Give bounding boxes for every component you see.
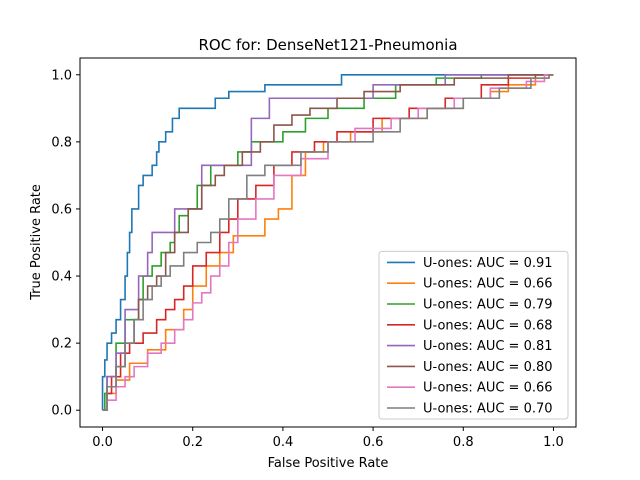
roc-curve-series-8 bbox=[102, 73, 554, 412]
x-tick-label: 0.2 bbox=[182, 435, 203, 450]
y-axis-title: True Positive Rate bbox=[29, 184, 44, 301]
legend-entry-label: U-ones: AUC = 0.79 bbox=[423, 298, 553, 313]
x-axis: 0.0 0.2 0.4 0.6 0.8 1.0 bbox=[92, 427, 564, 450]
legend-entry-label: U-ones: AUC = 0.66 bbox=[423, 277, 553, 292]
x-tick-label: 0.8 bbox=[453, 435, 474, 450]
x-tick-label: 0.4 bbox=[273, 435, 294, 450]
y-tick-label: 0.2 bbox=[51, 337, 72, 352]
legend-entry-label: U-ones: AUC = 0.80 bbox=[423, 360, 553, 375]
legend-entry-label: U-ones: AUC = 0.70 bbox=[423, 402, 553, 417]
x-axis-title: False Positive Rate bbox=[268, 456, 389, 471]
y-tick-label: 0.8 bbox=[51, 135, 72, 150]
x-tick-label: 0.6 bbox=[363, 435, 384, 450]
roc-curve-series-1 bbox=[101, 73, 554, 411]
y-axis: 0.0 0.2 0.4 0.6 0.8 1.0 bbox=[51, 68, 80, 419]
y-tick-label: 0.6 bbox=[51, 202, 72, 217]
legend: U-ones: AUC = 0.91 U-ones: AUC = 0.66 U-on… bbox=[378, 250, 569, 420]
legend-box bbox=[378, 250, 569, 420]
chart-title: ROC for: DenseNet121-Pneumonia bbox=[198, 36, 457, 54]
plot-frame bbox=[79, 57, 577, 428]
legend-entry-label: U-ones: AUC = 0.68 bbox=[423, 318, 553, 333]
y-tick-label: 1.0 bbox=[51, 68, 72, 83]
legend-entry-label: U-ones: AUC = 0.91 bbox=[423, 256, 553, 271]
y-tick-label: 0.0 bbox=[51, 404, 72, 419]
plot-series-group bbox=[101, 73, 554, 412]
x-tick-label: 1.0 bbox=[543, 435, 564, 450]
legend-entry-label: U-ones: AUC = 0.66 bbox=[423, 381, 553, 396]
legend-entry-label: U-ones: AUC = 0.81 bbox=[423, 339, 553, 354]
y-tick-label: 0.4 bbox=[51, 270, 72, 285]
x-tick-label: 0.0 bbox=[92, 435, 113, 450]
